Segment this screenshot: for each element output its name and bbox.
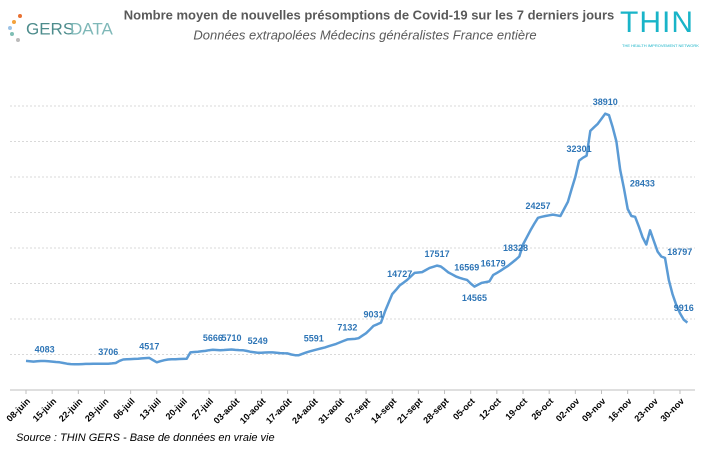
data-line: [25, 112, 689, 366]
data-label: 9916: [674, 303, 694, 313]
x-tick-label: 19-oct: [503, 396, 529, 422]
x-tick-label: 24-août: [290, 396, 320, 426]
x-tick-label: 17-août: [264, 396, 294, 426]
data-label: 4083: [35, 344, 55, 354]
x-tick-label: 30-nov: [658, 396, 686, 424]
data-label: 16179: [481, 259, 506, 269]
x-tick-label: 14-sept: [369, 396, 398, 425]
chart-subtitle: Données extrapolées Médecins généraliste…: [193, 27, 536, 42]
logo-thin: THIN: [620, 6, 694, 39]
x-tick-label: 08-juin: [5, 396, 33, 424]
logo-part1: GERS: [26, 19, 74, 38]
x-tick-label: 26-oct: [529, 396, 555, 422]
logo-tagline: THE HEALTH IMPROVEMENT NETWORK: [622, 43, 699, 48]
x-tick-label: 12-oct: [477, 396, 503, 422]
data-label: 5249: [248, 336, 268, 346]
chart-title: Nombre moyen de nouvelles présomptions d…: [124, 7, 615, 22]
x-tick-label: 05-oct: [451, 396, 477, 422]
x-tick-label: 15-juin: [31, 396, 59, 424]
x-tick-label: 06-juil: [111, 396, 136, 421]
x-tick-label: 13-juil: [137, 396, 162, 421]
x-tick-label: 03-août: [212, 396, 242, 426]
x-tick-label: 29-juin: [83, 396, 111, 424]
x-tick-label: 20-juil: [164, 396, 189, 421]
data-label: 5710: [222, 333, 242, 343]
x-tick-label: 16-nov: [606, 396, 634, 424]
x-tick-label: 28-sept: [421, 396, 450, 425]
data-label: 5666: [203, 333, 223, 343]
data-label: 16569: [454, 263, 479, 273]
data-label: 18797: [667, 247, 692, 257]
data-label: 17517: [425, 249, 450, 259]
data-label: 9031: [364, 309, 384, 319]
data-label: 4517: [139, 341, 159, 351]
data-label: 14565: [462, 293, 487, 303]
logo-gersdata: GERS DATA: [8, 14, 113, 42]
x-tick-label: 31-août: [316, 396, 346, 426]
data-label: 38910: [593, 97, 618, 107]
data-label: 3706: [98, 347, 118, 357]
logo-part2: DATA: [70, 19, 113, 38]
x-tick-label: 09-nov: [580, 396, 608, 424]
x-tick-label: 02-nov: [554, 396, 582, 424]
x-tick-label: 21-sept: [395, 396, 424, 425]
data-label: 24257: [525, 201, 550, 211]
data-label: 7132: [337, 323, 357, 333]
data-label: 18328: [503, 243, 528, 253]
data-label: 5591: [304, 334, 324, 344]
data-label: 32301: [567, 144, 592, 154]
data-label: 28433: [630, 179, 655, 189]
x-tick-label: 23-nov: [632, 396, 660, 424]
source: Source : THIN GERS - Base de données en …: [16, 432, 275, 444]
x-tick-label: 07-sept: [343, 396, 372, 425]
data-label: 14727: [387, 269, 412, 279]
x-tick-label: 22-juin: [57, 396, 85, 424]
x-tick-label: 10-août: [238, 396, 268, 426]
